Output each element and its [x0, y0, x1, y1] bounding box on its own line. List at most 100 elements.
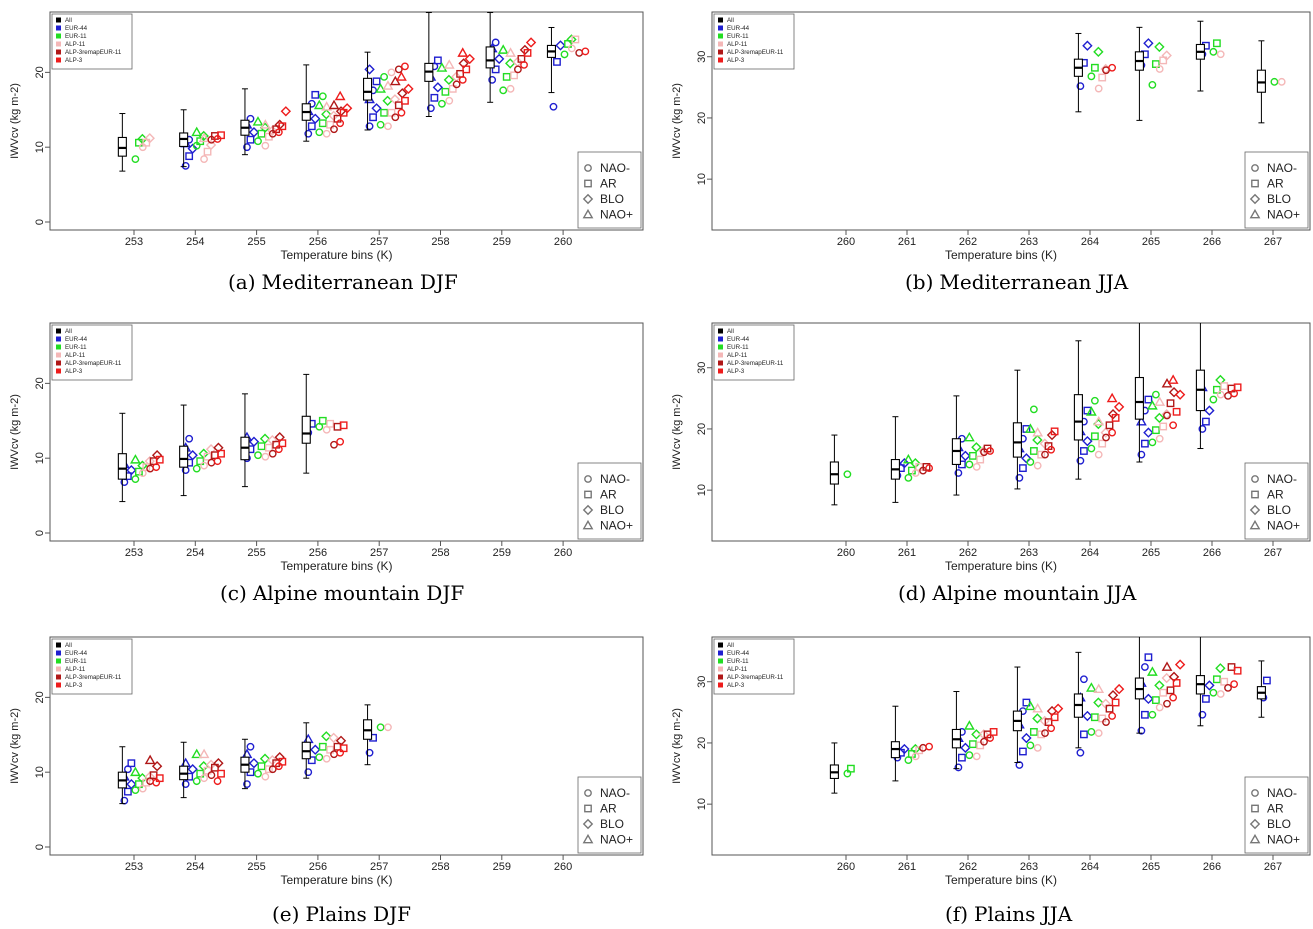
y-tick-label: 20 — [34, 377, 46, 389]
point-eur44 — [126, 778, 137, 790]
point-eur44 — [1079, 447, 1088, 455]
legend-swatch — [718, 336, 723, 342]
point-alp3 — [1172, 407, 1181, 416]
point-alp11 — [1220, 382, 1229, 390]
point-alp11 — [144, 771, 155, 782]
point-alp11 — [445, 96, 454, 105]
box-iqr — [179, 445, 189, 468]
point-alp3 — [1111, 698, 1120, 707]
point-alp3 — [462, 65, 471, 74]
regime-label: BLO — [1267, 192, 1291, 206]
point-alp3remap — [207, 771, 216, 780]
point-alp3 — [457, 47, 469, 57]
data-layer — [117, 373, 348, 503]
legend-swatch — [56, 650, 61, 656]
point-alp3remap — [1041, 729, 1049, 738]
point-alp3remap — [144, 754, 156, 765]
boxplot — [301, 64, 311, 142]
point-alp11 — [1093, 415, 1105, 426]
x-axis-label: Temperature bins (K) — [280, 248, 392, 262]
legend-diamond-icon — [582, 504, 594, 516]
point-alp11 — [264, 765, 273, 774]
legend-swatch — [718, 650, 723, 656]
point-eur11 — [497, 44, 509, 54]
legend-swatch — [718, 25, 723, 31]
method-legend-box — [713, 638, 795, 695]
point-alp3remap — [394, 65, 403, 74]
point-eur44 — [185, 152, 194, 161]
legend-swatch — [718, 360, 723, 366]
point-eur11 — [259, 433, 271, 444]
point-eur11 — [313, 99, 325, 110]
point-eur44 — [493, 53, 505, 65]
point-eur11 — [192, 777, 201, 786]
point-alp11 — [259, 119, 271, 129]
x-tick-label: 260 — [837, 236, 855, 248]
legend-label: ALP-11 — [65, 666, 86, 673]
panel-c: 0 10 20 IWVcv (kg m-2) 253 254 255 256 257 258 259… — [9, 322, 644, 573]
box-iqr — [1134, 376, 1144, 420]
method-legend-box — [51, 638, 133, 695]
caption-title: Mediterranean DJF — [261, 270, 458, 294]
plot-frame — [711, 636, 1311, 856]
point-eur44 — [1082, 40, 1093, 51]
point-alp11 — [328, 732, 339, 743]
point-eur44 — [1204, 405, 1215, 416]
legend-label: EUR-44 — [727, 25, 750, 32]
point-alp3remap — [1166, 399, 1175, 408]
y-tick-label: 30 — [696, 676, 708, 688]
x-axis-label: Temperature bins (K) — [280, 559, 392, 573]
y-axis-label: IWVcv (kg m-2) — [671, 394, 683, 470]
x-tick-label: 261 — [898, 547, 916, 559]
regime-label: NAO- — [600, 786, 630, 800]
point-eur11 — [315, 753, 324, 762]
boxplot — [1073, 651, 1083, 749]
point-eur11 — [318, 92, 327, 101]
point-eur11 — [965, 460, 974, 469]
point-eur11 — [1090, 713, 1099, 722]
point-eur44 — [1143, 38, 1154, 49]
legend-square-icon — [584, 179, 592, 188]
point-alp3 — [155, 455, 164, 464]
point-alp3 — [1108, 63, 1117, 72]
point-alp3 — [1050, 713, 1059, 722]
point-eur44 — [248, 758, 260, 769]
point-alp11 — [1033, 743, 1042, 752]
legend-swatch — [718, 658, 723, 664]
point-eur11 — [968, 451, 977, 460]
legend-square-icon — [1251, 179, 1259, 188]
x-tick-label: 260 — [554, 861, 572, 873]
point-eur11 — [902, 453, 914, 464]
point-eur11 — [1087, 444, 1096, 453]
point-eur11 — [1154, 41, 1165, 53]
point-alp11 — [387, 108, 396, 117]
point-eur44 — [1019, 747, 1027, 756]
point-alp3 — [278, 757, 287, 766]
x-tick-label: 262 — [959, 861, 977, 873]
boxplot — [829, 434, 839, 506]
legend-circle-icon — [1251, 164, 1259, 172]
x-tick-label: 260 — [837, 861, 855, 873]
y-axis-label: IWVcv (kg m-2) — [9, 708, 21, 784]
point-eur11 — [1148, 438, 1157, 447]
point-eur44 — [304, 768, 313, 777]
x-tick-label: 262 — [959, 547, 977, 559]
point-alp11 — [322, 754, 331, 763]
point-alp3 — [217, 131, 225, 140]
point-eur11 — [965, 751, 974, 760]
legend-label: ALP-11 — [727, 666, 748, 673]
x-tick-label: 254 — [186, 547, 204, 559]
point-alp11 — [384, 122, 392, 131]
legend-triangle-icon — [582, 519, 594, 530]
point-eur44 — [958, 753, 966, 762]
point-alp11 — [1094, 729, 1103, 738]
point-eur44 — [372, 77, 381, 86]
point-eur11 — [196, 457, 205, 466]
method-legend: AllEUR-44EUR-11ALP-11ALP-3remapEUR-11ALP… — [713, 13, 795, 70]
point-alp3remap — [1046, 429, 1058, 441]
legend-label: EUR-11 — [727, 344, 749, 351]
point-eur44 — [307, 756, 316, 765]
y-tick-label: 0 — [34, 530, 46, 536]
